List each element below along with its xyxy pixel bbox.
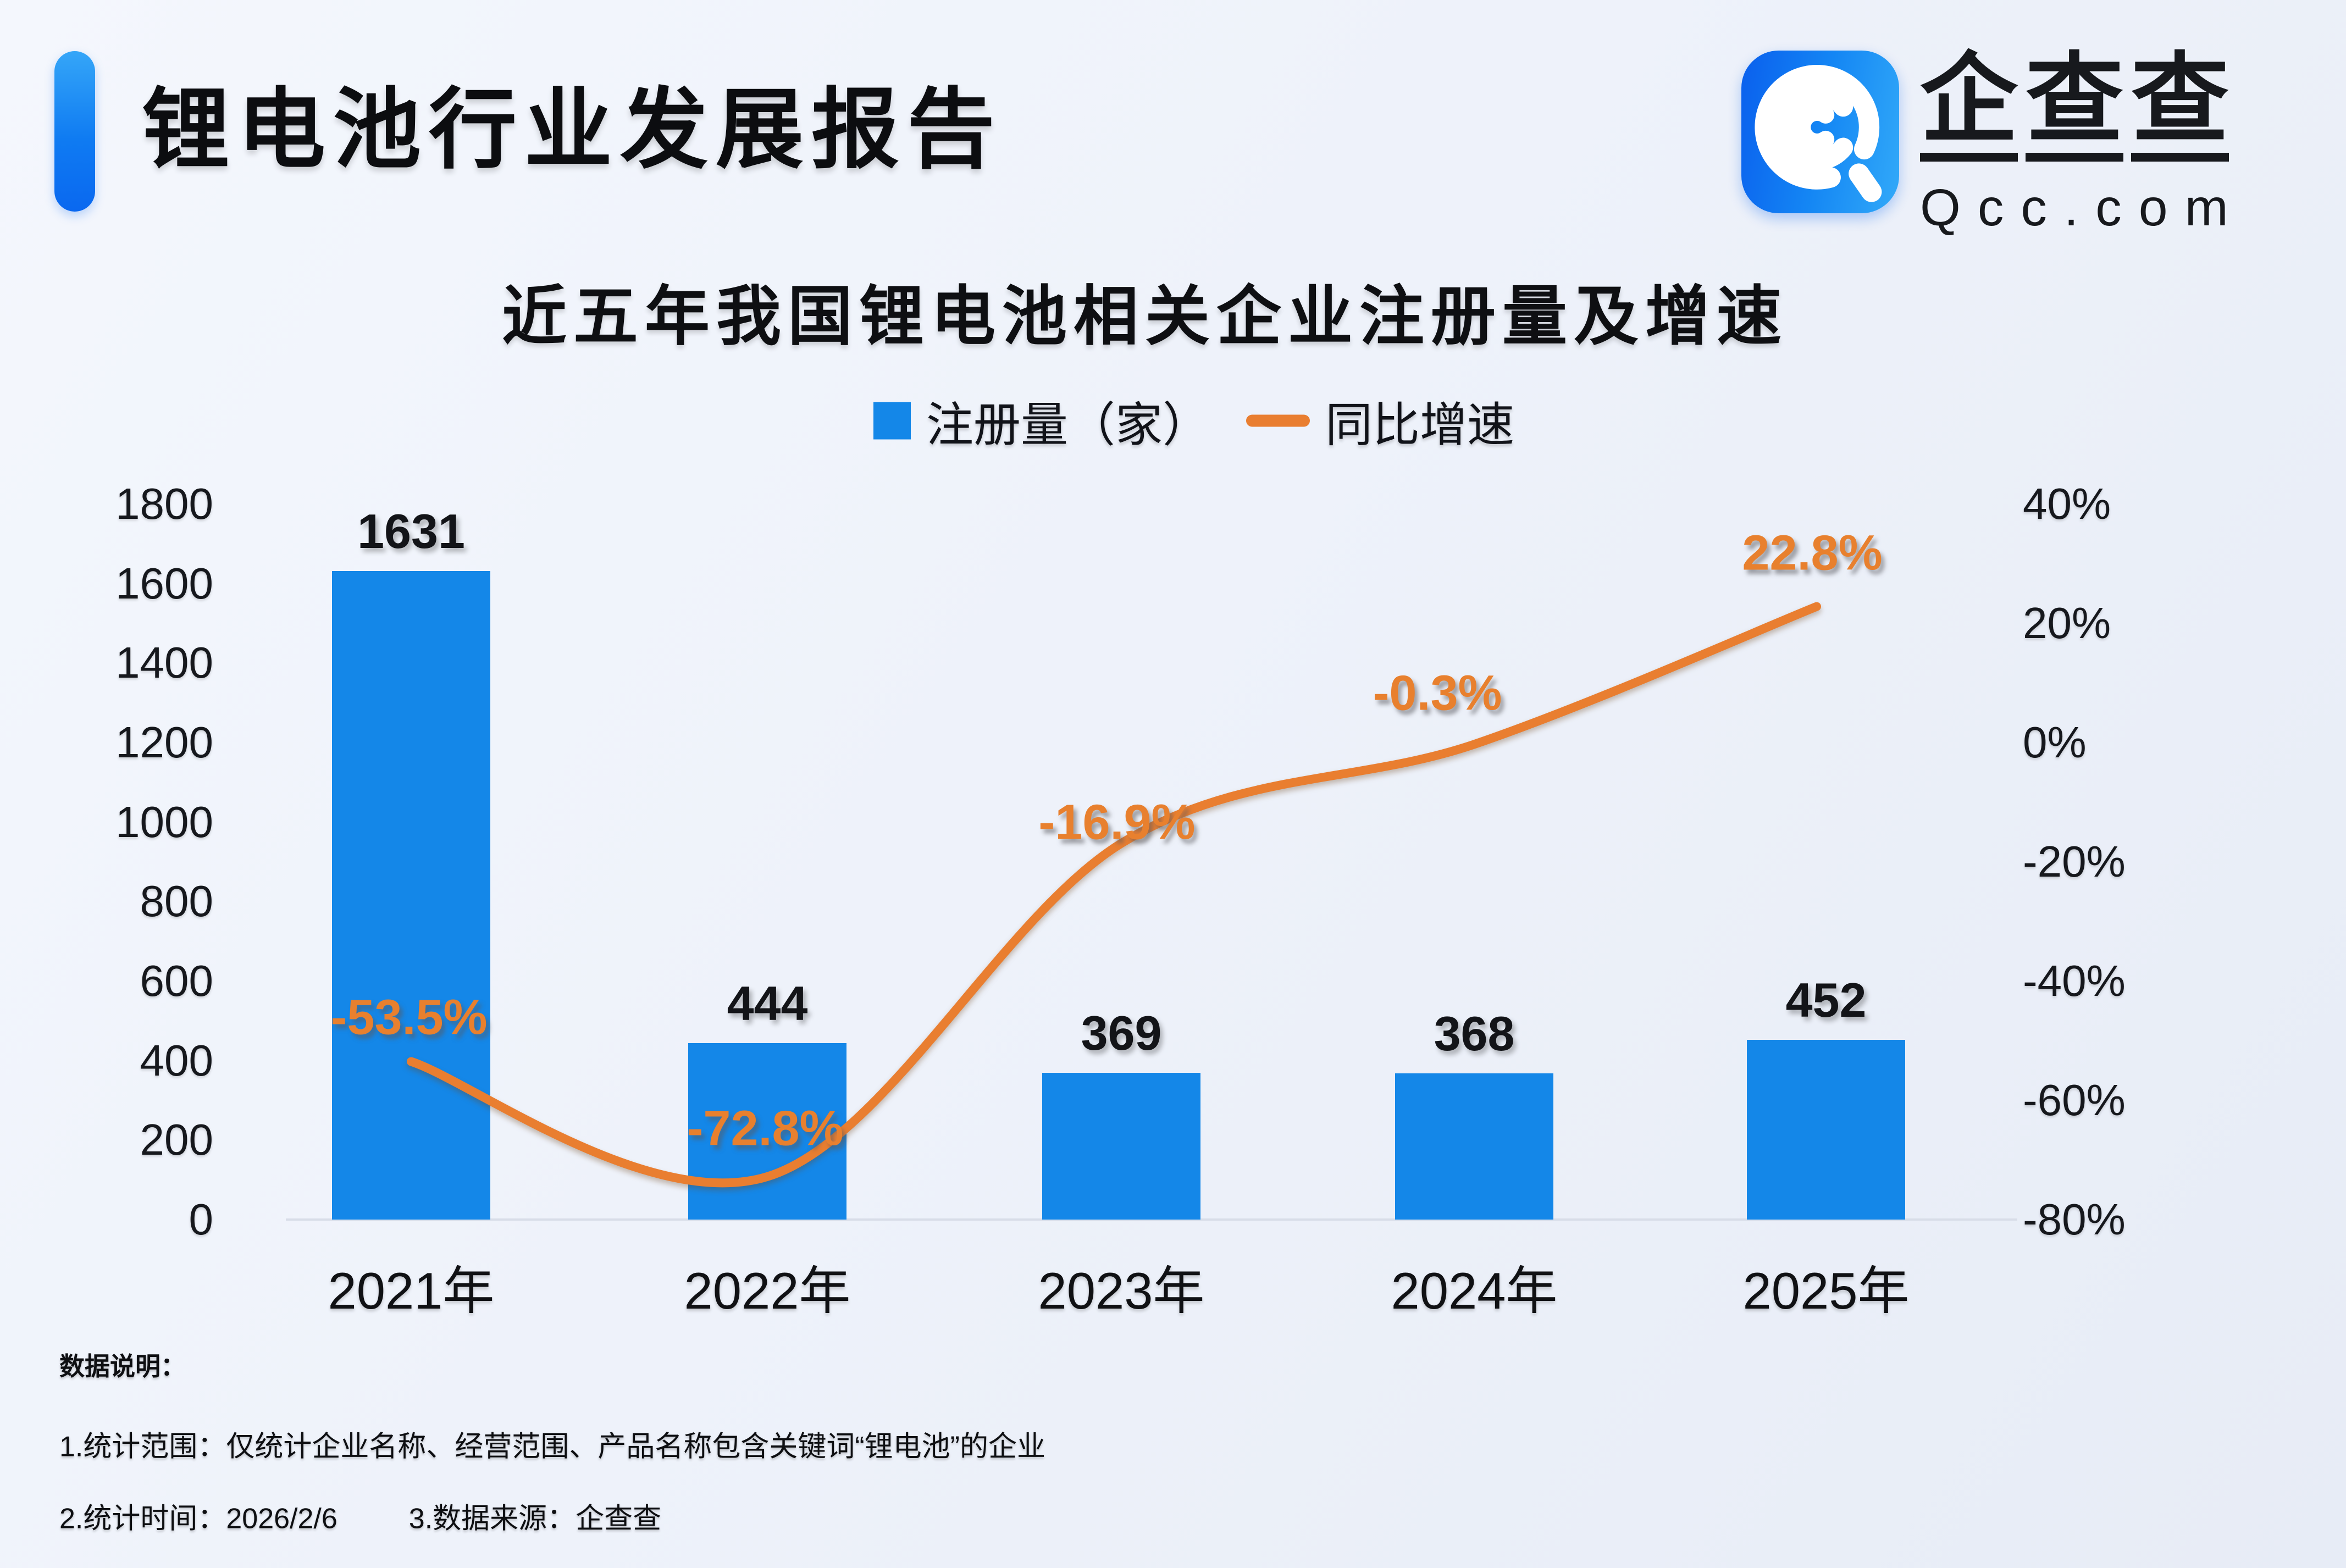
line-point-label: -16.9%	[1038, 795, 1196, 850]
y-axis-tick-label: 1800	[115, 479, 213, 528]
legend-bar-swatch	[873, 402, 911, 439]
x-axis-label: 2024年	[1391, 1262, 1558, 1320]
y-axis-tick-label: 800	[140, 877, 213, 926]
bar	[332, 571, 490, 1220]
qcc-logo-char: 查	[2026, 51, 2123, 162]
line-point-label: -72.8%	[687, 1101, 844, 1156]
bar-value-label: 1631	[357, 504, 465, 559]
pct-axis-tick-label: -40%	[2023, 956, 2126, 1005]
y-axis-tick-label: 1600	[115, 558, 213, 608]
legend: 注册量（家） 同比增速	[873, 386, 1514, 455]
line-point-label: 22.8%	[1742, 525, 1883, 581]
pct-axis-tick-label: -20%	[2023, 837, 2126, 886]
y-axis-tick-label: 600	[140, 956, 213, 1005]
pct-axis-tick-label: -80%	[2023, 1195, 2126, 1244]
x-axis-label: 2021年	[328, 1262, 495, 1320]
bar	[1042, 1073, 1200, 1220]
magnifier-q-stroke	[1755, 65, 1880, 190]
bar-value-label: 444	[727, 976, 808, 1030]
x-axis-label: 2025年	[1742, 1262, 1910, 1320]
legend-bar-label: 注册量（家）	[926, 398, 1210, 452]
y-axis-tick-label: 200	[140, 1115, 213, 1165]
magnifier-q-stroke	[1774, 84, 1853, 170]
note-scope: 1.统计范围：仅统计企业名称、经营范围、产品名称包含关键词“锂电池”的企业	[59, 1431, 1046, 1463]
y-axis-tick-label: 0	[189, 1195, 214, 1244]
qcc-logo-char: 企	[1920, 51, 2018, 162]
magnifier-q-stroke	[1793, 103, 1835, 151]
title-accent-bar	[54, 51, 95, 212]
qcc-logo: 企查查 Qcc.com	[1741, 51, 2245, 238]
x-axis-line	[286, 1218, 2017, 1221]
magnifier-q-stroke	[1849, 163, 1882, 202]
line-point-label: -0.3%	[1373, 666, 1502, 721]
magnifier-q-icon	[1755, 65, 1882, 202]
legend-line-label: 同比增速	[1325, 398, 1514, 452]
bar-value-label: 368	[1434, 1006, 1515, 1061]
y-axis-tick-label: 1000	[115, 797, 213, 846]
note-time-source-row: 2.统计时间：2026/2/6 3.数据来源：企查查	[59, 1495, 661, 1537]
y-axis-tick-label: 1200	[115, 718, 213, 767]
bar	[1395, 1073, 1553, 1220]
legend-line-swatch	[1246, 414, 1310, 426]
qcc-logo-domain: Qcc.com	[1920, 179, 2245, 237]
chart-title: 近五年我国锂电池相关企业注册量及增速	[501, 280, 1789, 353]
note-time: 2.统计时间：2026/2/6	[59, 1503, 337, 1535]
pct-axis-tick-label: 20%	[2023, 599, 2111, 647]
bar	[1747, 1040, 1905, 1220]
x-axis-label: 2022年	[684, 1262, 851, 1320]
pct-axis-tick-label: 40%	[2023, 479, 2111, 528]
qcc-logo-icon	[1741, 51, 1899, 213]
qcc-logo-text: 企查查 Qcc.com	[1920, 51, 2245, 238]
y-axis-tick-label: 1400	[115, 638, 213, 688]
line-point-label: -53.5%	[330, 990, 488, 1045]
x-axis-label: 2023年	[1038, 1262, 1205, 1320]
qcc-logo-char: 查	[2131, 51, 2229, 162]
pct-axis-tick-label: -60%	[2023, 1076, 2126, 1124]
y-axis-tick-label: 400	[140, 1035, 213, 1085]
pct-axis-tick-label: 0%	[2023, 718, 2087, 767]
bar-value-label: 369	[1081, 1006, 1162, 1061]
notes-heading: 数据说明：	[59, 1352, 186, 1381]
bar-value-label: 452	[1785, 973, 1867, 1028]
qcc-logo-name: 企查查	[1920, 51, 2245, 162]
note-source: 3.数据来源：企查查	[408, 1503, 662, 1535]
page-title: 锂电池行业发展报告	[142, 80, 1003, 179]
